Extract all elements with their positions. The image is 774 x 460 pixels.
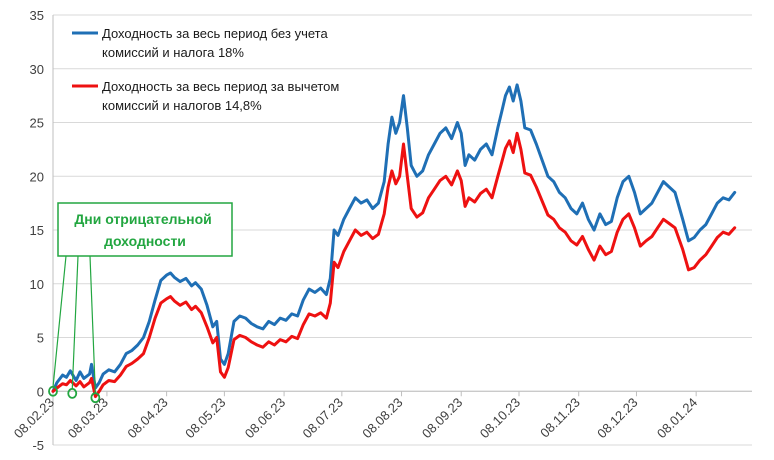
y-tick-label: 0 [37, 384, 44, 399]
annotation-marker-3 [90, 392, 101, 404]
legend-entry-1: Доходность за весь период без учета коми… [72, 26, 331, 60]
legend-label-2-line-2: комиссий и налогов 14,8% [102, 98, 262, 113]
y-tick-label: 20 [30, 169, 44, 184]
x-tick-label: 08.01.24 [654, 395, 700, 441]
x-tick-label: 08.12.23 [594, 395, 640, 441]
x-tick-labels: 08.02.23 08.03.23 08.04.23 08.05.23 08.06.23… [11, 395, 701, 441]
annotation-marker-2 [67, 387, 78, 399]
x-tick-label: 08.11.23 [537, 395, 583, 441]
legend-label-2-line-1: Доходность за весь период за вычетом [102, 79, 339, 94]
annotation-text-line-1: Дни отрицательной [74, 211, 211, 227]
x-tick-label: 08.03.23 [65, 395, 111, 441]
annotation-arrow-2 [71, 255, 79, 390]
negative-days-annotation: Дни отрицательной доходности [48, 202, 233, 404]
x-tick-label: 08.09.23 [419, 395, 465, 441]
legend-label-1: Доходность за весь период без учета коми… [102, 26, 331, 60]
y-tick-label: 25 [30, 116, 44, 131]
annotation-text: Дни отрицательной доходности [74, 211, 215, 249]
x-tick-label: 08.02.23 [11, 395, 57, 441]
x-tick-label: 08.04.23 [124, 395, 170, 441]
x-tick-label: 08.08.23 [359, 395, 405, 441]
y-tick-label: 5 [37, 331, 44, 346]
legend: Доходность за весь период без учета коми… [72, 26, 343, 113]
series-lines [51, 83, 737, 399]
y-tick-label: 10 [30, 277, 44, 292]
series-line-2 [51, 131, 737, 399]
series-line-1 [51, 83, 737, 393]
y-tick-label: 30 [30, 62, 44, 77]
legend-label-1-line-1: Доходность за весь период без учета [102, 26, 328, 41]
annotation-box [57, 202, 233, 257]
annotation-markers [48, 255, 101, 404]
legend-label-2: Доходность за весь период за вычетом ком… [102, 79, 343, 113]
annotation-text-line-2: доходности [104, 233, 186, 249]
x-tick-label: 08.05.23 [182, 395, 228, 441]
x-tick-label: 08.07.23 [300, 395, 346, 441]
annotation-arrow-3 [89, 255, 96, 394]
y-tick-labels: -5 0 5 10 15 20 25 30 35 [30, 8, 44, 453]
x-tick-label: 08.10.23 [477, 395, 523, 441]
annotation-arrow-1 [52, 255, 67, 388]
annotation-marker-1 [48, 385, 58, 397]
y-tick-label: -5 [32, 438, 44, 453]
y-tick-label: 15 [30, 223, 44, 238]
x-tick-label: 08.06.23 [242, 395, 288, 441]
y-tick-label: 35 [30, 8, 44, 23]
legend-entry-2: Доходность за весь период за вычетом ком… [72, 79, 343, 113]
legend-label-1-line-2: комиссий и налога 18% [102, 45, 244, 60]
